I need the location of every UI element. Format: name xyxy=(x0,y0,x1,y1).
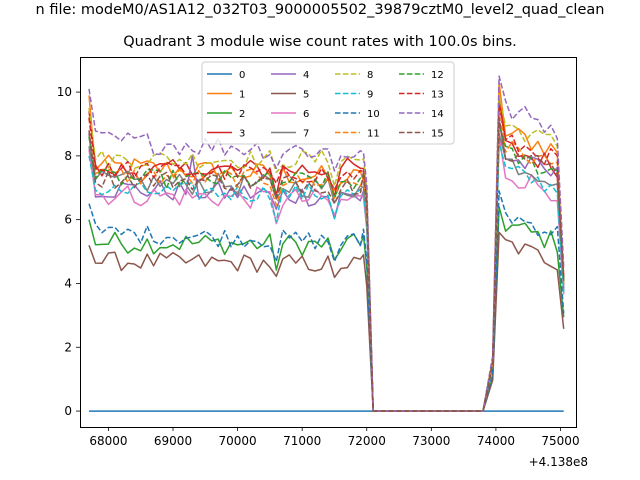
legend-label-12: 12 xyxy=(431,70,444,81)
plot-frame xyxy=(80,57,577,428)
series-line-13 xyxy=(88,104,565,412)
x-tick-label: 73000 xyxy=(412,434,450,448)
x-tick-label: 68000 xyxy=(89,434,127,448)
legend-label-14: 14 xyxy=(431,109,444,120)
legend-label-5: 5 xyxy=(303,90,309,101)
legend-label-11: 11 xyxy=(367,129,380,140)
series-line-15 xyxy=(88,116,565,412)
x-tick-label: 69000 xyxy=(154,434,192,448)
y-axis: 0 2 4 6 8 10 xyxy=(57,85,80,418)
legend-label-6: 6 xyxy=(303,109,309,120)
legend-label-13: 13 xyxy=(431,90,444,101)
series-line-10 xyxy=(88,190,565,412)
legend-label-3: 3 xyxy=(239,129,245,140)
legend-label-0: 0 xyxy=(239,70,245,81)
x-tick-label: 71000 xyxy=(283,434,321,448)
legend-label-8: 8 xyxy=(367,70,373,81)
legend-label-15: 15 xyxy=(431,129,444,140)
x-tick-label: 70000 xyxy=(218,434,256,448)
x-axis: 68000 69000 70000 71000 72000 73000 74000 75000 xyxy=(89,427,580,448)
legend-label-4: 4 xyxy=(303,70,309,81)
y-tick-label: 2 xyxy=(64,340,72,354)
legend-box xyxy=(201,61,455,145)
x-tick-label: 74000 xyxy=(477,434,515,448)
figure-suptitle: n file: modeM0/AS1A12_032T03_9000005502_… xyxy=(35,2,605,18)
y-tick-label: 8 xyxy=(64,149,72,163)
x-offset-label: +4.138e8 xyxy=(529,455,588,469)
legend-label-1: 1 xyxy=(239,90,245,101)
y-tick-label: 6 xyxy=(64,213,72,227)
y-tick-label: 4 xyxy=(64,276,72,290)
legend-label-2: 2 xyxy=(239,109,245,120)
legend-label-9: 9 xyxy=(367,90,373,101)
x-tick-label: 72000 xyxy=(348,434,386,448)
series-layer xyxy=(88,75,565,412)
x-tick-label: 75000 xyxy=(541,434,579,448)
y-tick-label: 10 xyxy=(57,85,72,99)
series-line-8 xyxy=(88,94,565,412)
legend-label-7: 7 xyxy=(303,129,309,140)
legend-label-10: 10 xyxy=(367,109,380,120)
y-tick-label: 0 xyxy=(64,404,72,418)
chart-title: Quadrant 3 module wise count rates with … xyxy=(123,34,517,50)
series-line-12 xyxy=(88,123,565,412)
